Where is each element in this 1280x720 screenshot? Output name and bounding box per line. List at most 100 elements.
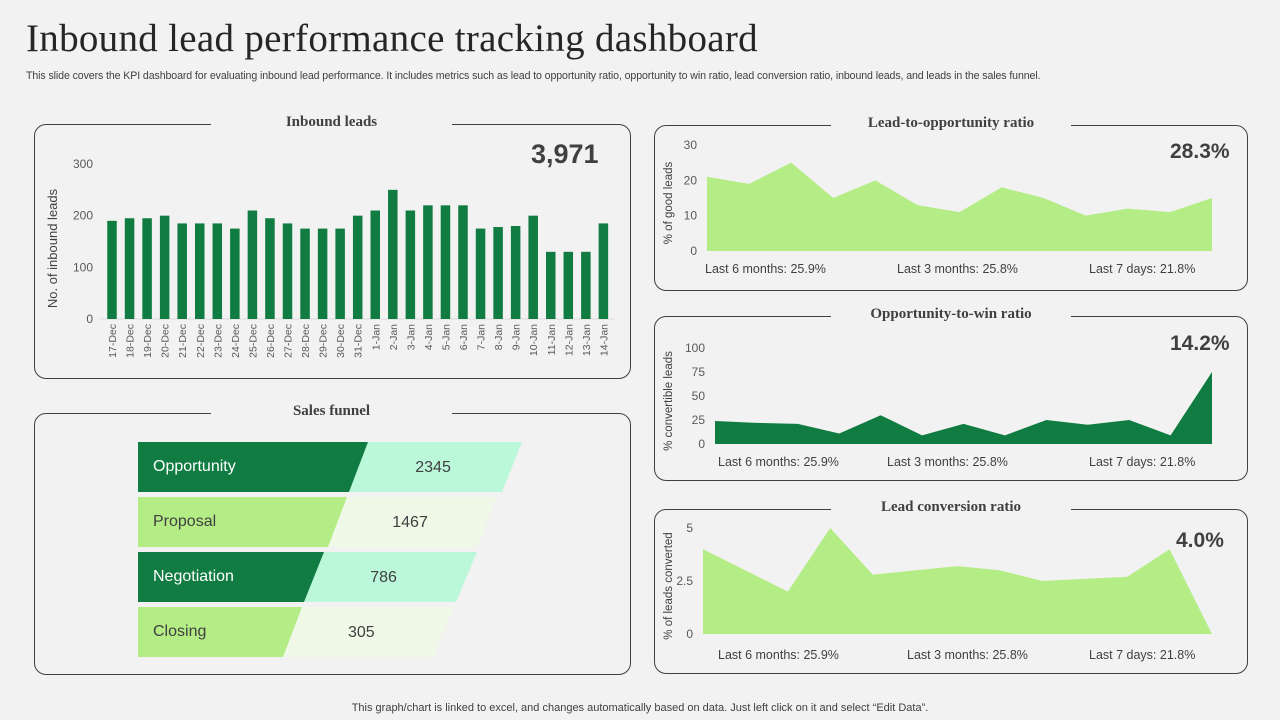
funnel-stage-label: Closing	[153, 623, 207, 640]
lto-stat-6-months: Last 6 months: 25.9%	[705, 262, 826, 276]
y-tick-label: 30	[684, 138, 698, 152]
bar	[230, 228, 240, 319]
bar	[265, 218, 275, 319]
funnel-stage-value: 1467	[392, 514, 428, 531]
funnel-stage-segment	[138, 552, 324, 602]
lc-stat-3-months: Last 3 months: 25.8%	[907, 648, 1028, 662]
x-tick-label: 3-Jan	[405, 324, 417, 350]
bar	[300, 228, 310, 319]
bar	[581, 251, 591, 319]
opportunity-to-win-panel: Opportunity-to-win ratio	[654, 306, 1248, 481]
y-tick-label: 10	[684, 209, 698, 223]
x-tick-label: 28-Dec	[300, 324, 312, 358]
funnel-stage-segment	[138, 442, 368, 492]
opportunity-to-win-title: Opportunity-to-win ratio	[831, 306, 1071, 323]
funnel-value-segment	[328, 497, 497, 547]
bar	[370, 210, 380, 319]
sales-funnel-panel: Sales funnel	[34, 403, 631, 675]
y-tick-label: 5	[686, 521, 693, 535]
x-tick-label: 9-Jan	[511, 324, 523, 350]
y-tick-label: 0	[690, 244, 697, 258]
inbound-leads-total: 3,971	[531, 139, 599, 169]
bar	[388, 189, 398, 319]
y-axis-label: % of good leads	[663, 162, 675, 245]
y-tick-label: 0	[698, 437, 705, 451]
sales-funnel-title: Sales funnel	[211, 403, 452, 420]
lc-stat-6-months: Last 6 months: 25.9%	[718, 648, 839, 662]
y-tick-label: 50	[692, 389, 706, 403]
y-tick-label: 200	[73, 209, 93, 223]
otw-stat-3-months: Last 3 months: 25.8%	[887, 455, 1008, 469]
bar	[335, 228, 345, 319]
x-tick-label: 19-Dec	[142, 324, 154, 358]
lead-to-opportunity-panel: Lead-to-opportunity ratio	[654, 115, 1248, 291]
otw-stat-7-days: Last 7 days: 21.8%	[1089, 455, 1196, 469]
y-tick-label: 25	[692, 413, 706, 427]
lead-to-opportunity-value: 28.3%	[1170, 140, 1230, 163]
opportunity-to-win-value: 14.2%	[1170, 332, 1230, 355]
bar	[142, 218, 152, 319]
lto-stat-3-months: Last 3 months: 25.8%	[897, 262, 1018, 276]
bar	[282, 223, 293, 319]
funnel-stage-label: Proposal	[153, 513, 217, 530]
y-axis-label: % convertible leads	[663, 351, 675, 451]
x-tick-label: 11-Jan	[546, 324, 558, 355]
bar	[423, 205, 433, 319]
funnel-stage-value: 2345	[415, 459, 451, 476]
funnel-stage-value: 786	[370, 569, 397, 586]
inbound-leads-title: Inbound leads	[211, 114, 452, 131]
x-tick-label: 30-Dec	[335, 324, 347, 358]
footer-note: This graph/chart is linked to excel, and…	[351, 702, 929, 714]
x-tick-label: 24-Dec	[230, 324, 242, 358]
x-tick-label: 29-Dec	[318, 324, 330, 358]
x-tick-label: 25-Dec	[247, 324, 259, 358]
x-tick-label: 27-Dec	[283, 324, 295, 358]
bar	[177, 223, 187, 319]
bar	[493, 227, 503, 319]
bar	[195, 223, 205, 319]
lead-to-opportunity-title: Lead-to-opportunity ratio	[831, 115, 1071, 132]
y-tick-label: 0	[686, 627, 693, 641]
bar	[563, 251, 574, 319]
funnel-stage-segment	[138, 497, 347, 547]
page-subtitle: This slide covers the KPI dashboard for …	[26, 70, 1041, 82]
bar	[159, 215, 170, 319]
lc-stat-7-days: Last 7 days: 21.8%	[1089, 648, 1196, 662]
lead-conversion-value: 4.0%	[1176, 529, 1224, 552]
x-tick-label: 31-Dec	[353, 324, 365, 358]
x-tick-label: 12-Jan	[563, 324, 575, 356]
x-tick-label: 21-Dec	[177, 324, 189, 358]
lead-conversion-panel: Lead conversion ratio	[654, 499, 1248, 674]
bar	[440, 205, 451, 319]
otw-stat-6-months: Last 6 months: 25.9%	[718, 455, 839, 469]
bar	[598, 223, 609, 319]
y-tick-label: 100	[685, 341, 705, 355]
bar	[475, 228, 486, 319]
area-series	[715, 372, 1212, 444]
bar	[107, 220, 117, 319]
x-tick-label: 20-Dec	[160, 324, 172, 358]
y-axis-label: No. of inbound leads	[45, 188, 60, 308]
x-tick-label: 1-Jan	[370, 324, 382, 350]
bar	[124, 218, 135, 319]
inbound-leads-panel: Inbound leads	[34, 114, 631, 379]
x-tick-label: 2-Jan	[388, 324, 400, 350]
bar	[247, 210, 258, 319]
y-axis-label: % of leads converted	[663, 532, 675, 639]
bar	[405, 210, 416, 319]
y-tick-label: 300	[73, 157, 93, 171]
funnel-stage-label: Negotiation	[153, 568, 234, 585]
y-tick-label: 75	[692, 365, 706, 379]
x-tick-label: 22-Dec	[195, 324, 207, 358]
x-tick-label: 14-Jan	[598, 324, 610, 356]
x-tick-label: 6-Jan	[458, 324, 470, 350]
x-tick-label: 7-Jan	[476, 324, 488, 350]
x-tick-label: 13-Jan	[581, 324, 593, 356]
x-tick-label: 17-Dec	[107, 324, 119, 358]
lead-conversion-title: Lead conversion ratio	[831, 499, 1071, 516]
y-tick-label: 20	[684, 173, 698, 187]
bar	[546, 251, 556, 319]
x-tick-label: 18-Dec	[125, 324, 137, 358]
